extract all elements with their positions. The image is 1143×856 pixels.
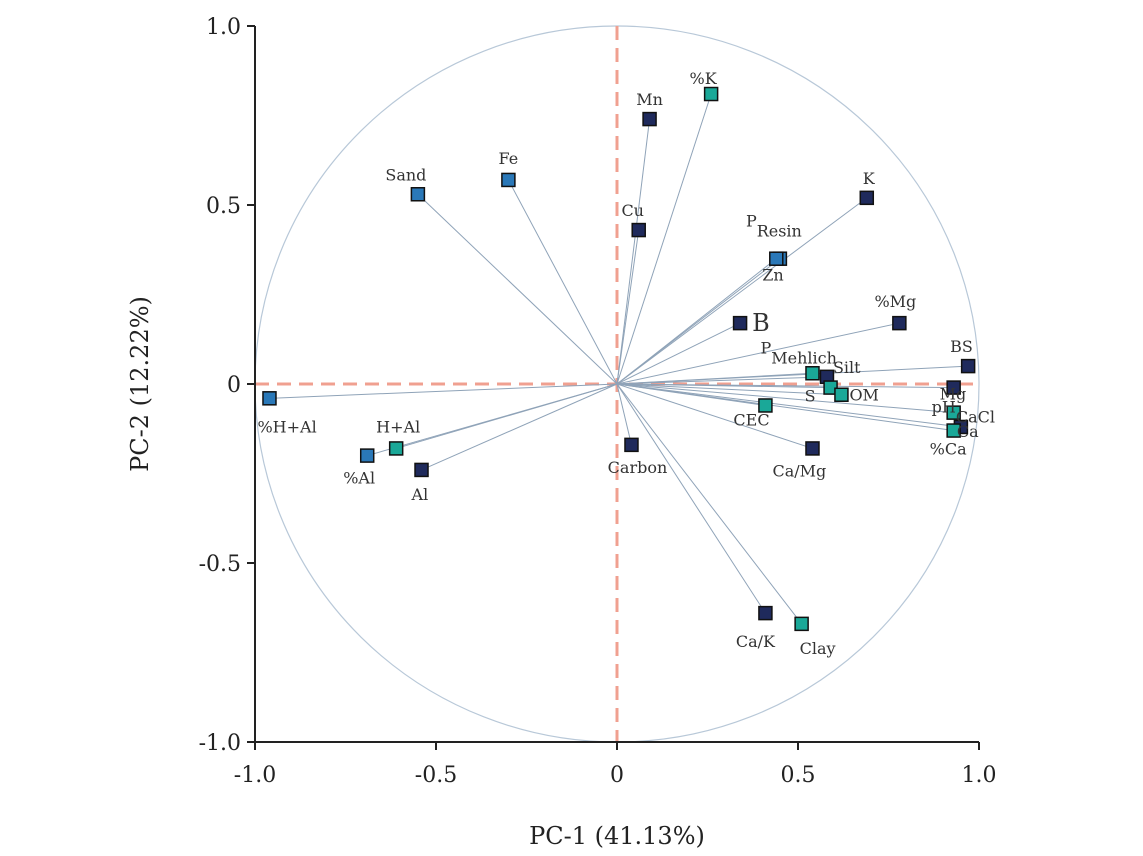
loading-point <box>805 366 820 381</box>
loading-point <box>834 387 849 402</box>
point-label: Clay <box>800 639 836 658</box>
point-label: Ca/Mg <box>772 461 826 480</box>
loading-point <box>758 605 773 621</box>
point-label: Ca/K <box>736 632 776 651</box>
point-label: S <box>805 387 816 406</box>
loading-point <box>359 448 375 463</box>
point-label: %K <box>690 69 718 88</box>
loading-vector <box>616 383 954 414</box>
loading-point <box>388 441 404 456</box>
loading-point <box>501 172 516 188</box>
loading-point <box>414 462 429 478</box>
point-label: Carbon <box>608 458 668 477</box>
loading-point <box>794 616 809 632</box>
point-label: Sand <box>385 165 426 184</box>
point-label: Mn <box>636 90 663 109</box>
point-label: BS <box>950 337 973 356</box>
x-axis-title: PC-1 (41.13%) <box>529 822 705 850</box>
point-label: H+Al <box>376 417 420 436</box>
y-tick-label: 0 <box>227 373 241 398</box>
y-tick-label: -1.0 <box>199 731 241 756</box>
point-label: %Al <box>343 469 375 488</box>
loading-point <box>946 380 961 395</box>
x-tick-label: 1.0 <box>962 763 997 788</box>
point-label: %Ca <box>930 440 967 459</box>
point-label: PMehlich <box>760 338 836 367</box>
loading-point <box>410 187 426 202</box>
loading-point <box>769 251 784 266</box>
loading-point <box>805 441 820 456</box>
x-tick-label: -0.5 <box>415 763 457 788</box>
loading-point <box>703 86 719 102</box>
loading-vector <box>367 383 618 457</box>
point-label: Cu <box>621 201 644 220</box>
loading-point <box>758 398 773 413</box>
loading-vector <box>616 197 868 385</box>
point-label: %Mg <box>874 292 916 311</box>
loading-vector <box>616 383 766 406</box>
x-tick-label: 0.5 <box>781 763 816 788</box>
loading-point <box>859 190 875 206</box>
loading-vector <box>616 322 741 385</box>
loading-point <box>960 358 976 374</box>
loading-point <box>642 111 657 127</box>
loading-vector <box>269 383 618 399</box>
point-label: OM <box>849 386 879 405</box>
loading-vector <box>616 258 777 385</box>
y-axis-title: PC-2 (12.22%) <box>126 296 154 472</box>
loading-point <box>946 405 961 420</box>
point-label: K <box>863 169 876 188</box>
loading-point <box>624 437 639 453</box>
y-tick-label: -0.5 <box>199 552 241 577</box>
point-label: PResin <box>746 212 802 241</box>
loading-point <box>631 222 646 238</box>
loading-vector <box>507 179 618 385</box>
y-tick-label: 1.0 <box>206 15 241 40</box>
point-label: Silt <box>833 358 861 377</box>
loading-vector <box>616 383 766 614</box>
loading-vector <box>616 383 961 428</box>
loading-vector <box>616 365 969 385</box>
loading-point <box>892 315 907 331</box>
loading-vector <box>421 383 618 471</box>
loading-vector <box>616 383 954 389</box>
point-label: Al <box>411 485 429 504</box>
y-tick-label: 0.5 <box>206 194 241 219</box>
loading-vector <box>616 322 900 385</box>
loading-vector <box>616 383 803 625</box>
loading-vector <box>616 383 632 445</box>
x-tick-label: 0 <box>610 763 624 788</box>
loading-vector <box>616 383 813 449</box>
loading-vector <box>417 193 618 385</box>
loading-vector <box>616 376 827 385</box>
point-label: Zn <box>762 266 783 285</box>
point-label: %H+Al <box>257 417 316 436</box>
loading-point <box>946 423 961 438</box>
loading-vector <box>616 229 640 385</box>
loading-point <box>732 315 748 331</box>
loading-point <box>262 391 277 406</box>
loading-vector <box>616 119 651 385</box>
loading-vector <box>616 383 842 396</box>
point-label: B <box>752 309 770 337</box>
point-label: pHCaCl <box>932 398 995 427</box>
point-label: Fe <box>499 149 519 168</box>
point-label: Mg <box>940 385 967 404</box>
x-tick-label: -1.0 <box>234 763 276 788</box>
point-label: Ca <box>957 422 979 441</box>
point-label: CEC <box>733 410 769 429</box>
loading-vector <box>616 93 712 385</box>
